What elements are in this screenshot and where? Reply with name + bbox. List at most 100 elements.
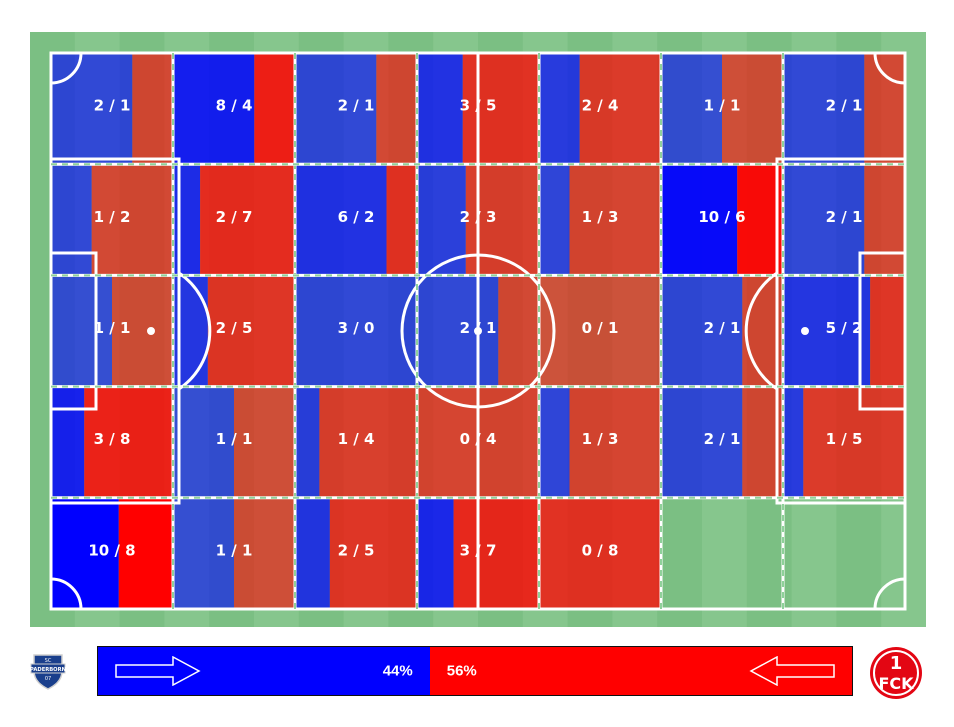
zone-home-bar: [173, 53, 255, 165]
zone-home-bar: [539, 53, 580, 165]
zone-away-bar: [870, 275, 905, 387]
zone-label: 2 / 7: [216, 208, 253, 226]
corner-arc: [873, 577, 906, 610]
zone-label: 1 / 3: [582, 208, 619, 226]
centre-circle: [400, 253, 556, 409]
zone-home-bar: [661, 386, 743, 498]
zone-cell: [539, 497, 661, 609]
zone-home-bar: [539, 164, 570, 276]
zone-away-bar: [207, 275, 295, 387]
zone-grid-lines: [51, 53, 905, 609]
zone-label: 1 / 1: [94, 319, 131, 337]
zone-label: 2 / 1: [460, 319, 497, 337]
zone-cell: [295, 386, 417, 498]
zone-cell: [783, 275, 905, 387]
away-possession-segment: 56%: [429, 647, 852, 695]
zone-home-bar: [417, 53, 463, 165]
zone-label: 1 / 1: [216, 541, 253, 559]
right-penalty-spot: [801, 327, 809, 335]
zone-home-bar: [783, 164, 865, 276]
home-team-logo: SC PADERBORN 07: [28, 651, 68, 695]
zone-cell: [173, 386, 295, 498]
zone-away-bar: [200, 164, 295, 276]
away-possession-pct: 56%: [446, 662, 477, 680]
right-penalty-arc: [744, 271, 778, 391]
zone-away-bar: [462, 53, 539, 165]
zone-away-bar: [864, 53, 905, 165]
svg-text:07: 07: [45, 676, 51, 682]
zone-label: 1 / 1: [704, 97, 741, 115]
zone-home-bar: [173, 497, 234, 609]
zone-label: 2 / 4: [582, 97, 619, 115]
zone-label: 10 / 6: [698, 208, 745, 226]
zone-label: 8 / 4: [216, 97, 253, 115]
zone-home-bar: [51, 53, 133, 165]
zone-label: 3 / 7: [460, 541, 497, 559]
zone-label: 2 / 1: [704, 319, 741, 337]
corner-arc: [50, 52, 83, 85]
svg-text:SC: SC: [45, 658, 52, 664]
home-possession-segment: 44%: [98, 647, 430, 695]
zone-away-bar: [329, 497, 417, 609]
arrow-right-icon: [115, 656, 201, 686]
zone-away-bar: [569, 164, 661, 276]
svg-text:FCK: FCK: [878, 674, 914, 693]
zone-label: 1 / 3: [582, 430, 619, 448]
zone-label: 2 / 5: [338, 541, 375, 559]
zone-cell: [539, 386, 661, 498]
pitch-markings: [49, 51, 907, 611]
zone-away-bar: [539, 497, 661, 609]
zone-away-bar: [254, 53, 295, 165]
zone-home-bar: [173, 386, 234, 498]
zone-label: 3 / 5: [460, 97, 497, 115]
left-goal-area: [49, 251, 98, 411]
zone-label: 6 / 2: [338, 208, 375, 226]
zone-cell: [173, 53, 295, 165]
zone-label: 3 / 8: [94, 430, 131, 448]
home-possession-pct: 44%: [382, 662, 413, 680]
zone-label: 0 / 8: [582, 541, 619, 559]
zone-away-bar: [864, 164, 905, 276]
zone-cell: [51, 53, 173, 165]
zone-cell: [51, 386, 173, 498]
zone-cell: [417, 497, 539, 609]
zone-label: 2 / 1: [94, 97, 131, 115]
zone-home-bar: [51, 497, 119, 609]
zone-home-bar: [783, 386, 804, 498]
zone-away-bar: [234, 497, 295, 609]
left-penalty-arc: [178, 271, 212, 391]
zone-home-bar: [295, 275, 417, 387]
zone-away-bar: [569, 386, 661, 498]
svg-text:1: 1: [890, 653, 903, 674]
zone-label: 0 / 4: [460, 430, 497, 448]
zone-home-bar: [661, 164, 738, 276]
zone-cell: [51, 164, 173, 276]
zone-away-bar: [579, 53, 661, 165]
zone-away-bar: [112, 275, 173, 387]
zone-label: 0 / 1: [582, 319, 619, 337]
possession-bar: 44% 56%: [97, 646, 853, 696]
zone-labels: 2 / 1 8 / 4 2 / 1 3 / 5 2 / 4 1 / 1 2 / 1 1 / 2…: [88, 97, 862, 560]
zone-home-bar: [417, 497, 454, 609]
zone-home-bar: [783, 53, 865, 165]
corner-arc: [873, 52, 906, 85]
zone-cell: [173, 497, 295, 609]
zone-home-bar: [661, 275, 743, 387]
zone-label: 2 / 1: [826, 208, 863, 226]
zone-cell: [295, 497, 417, 609]
zone-away-bar: [132, 53, 173, 165]
zone-away-bar: [722, 53, 783, 165]
arrow-left-icon: [749, 656, 835, 686]
zone-home-bar: [295, 497, 330, 609]
zone-home-bar: [173, 164, 201, 276]
zone-cell: [295, 275, 417, 387]
zone-label: 1 / 1: [216, 430, 253, 448]
zone-home-bar: [295, 53, 377, 165]
zone-home-bar: [51, 164, 92, 276]
zone-home-bar: [783, 275, 871, 387]
zone-home-bar: [661, 53, 722, 165]
zone-cell: [783, 386, 905, 498]
zone-away-bar: [118, 497, 173, 609]
corner-arc: [50, 577, 83, 610]
zone-cell: [539, 275, 661, 387]
